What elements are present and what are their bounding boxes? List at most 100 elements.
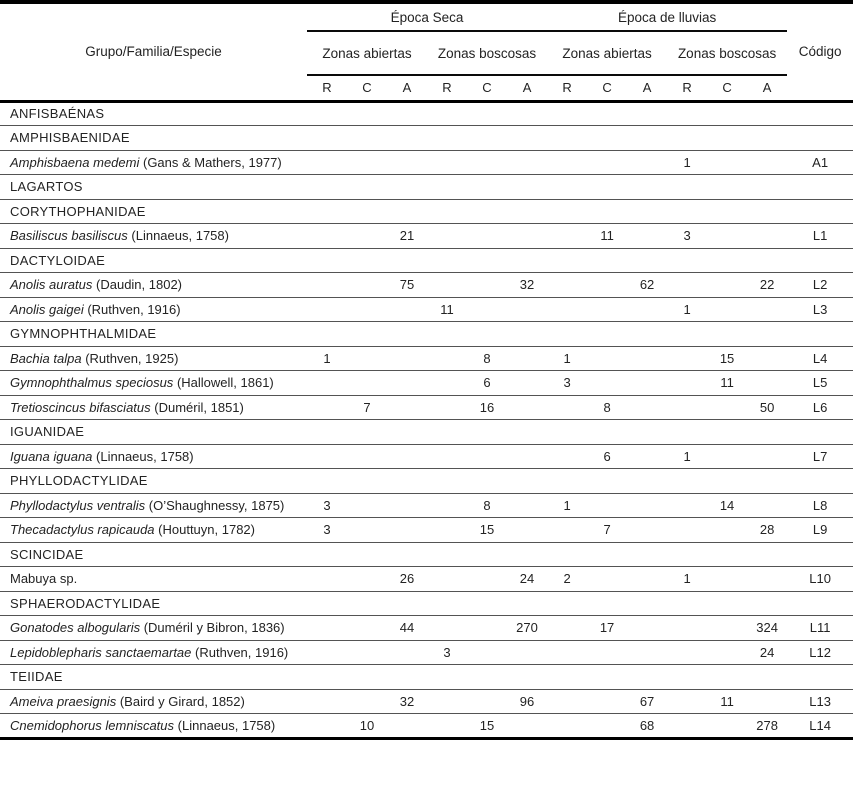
count-cell-seca-abiertas-r [307,223,347,249]
col-header-epoca-seca: Época Seca [307,2,548,32]
count-cell-lluvias-boscosas-a: 278 [756,717,778,733]
count-cell-lluvias-abiertas-c [587,297,628,322]
count-cell-seca-boscosas-r [427,272,467,298]
count-cell-seca-boscosas-c [467,566,507,592]
group-header-row: CORYTHOPHANIDAE [0,199,853,224]
species-code: A1 [787,150,853,175]
species-authority: (Linnaeus, 1758) [96,448,194,464]
count-cell-seca-abiertas-a [387,444,427,469]
count-cell-seca-boscosas-r [427,223,467,249]
col-header-r: R [427,75,467,103]
count-cell-seca-boscosas-c [467,444,507,469]
count-cell-seca-abiertas-c [347,517,387,543]
count-cell-seca-boscosas-c [467,615,507,641]
species-name: Cnemidophorus lemniscatus [10,717,175,733]
count-cell-lluvias-boscosas-r [667,517,708,543]
count-cell-seca-abiertas-c [347,640,387,665]
count-cell-seca-abiertas-a: 44 [387,615,427,641]
count-cell-lluvias-boscosas-a [747,297,788,322]
count-cell-lluvias-abiertas-r [547,517,588,543]
count-cell-seca-boscosas-a [507,714,547,739]
count-cell-lluvias-abiertas-a [627,566,668,592]
count-cell-lluvias-abiertas-c [587,370,628,396]
count-cell-seca-boscosas-c: 16 [467,395,507,420]
group-label: ANFISBAÉNAS [0,101,853,126]
count-cell-lluvias-boscosas-r [667,370,708,396]
count-cell-seca-boscosas-c [467,223,507,249]
col-header-a: A [747,75,788,103]
count-cell-lluvias-abiertas-c: 7 [587,517,628,543]
species-name: Gymnophthalmus speciosus [10,375,174,391]
species-authority: (Hallowell, 1861) [176,375,274,391]
count-cell-seca-abiertas-r [307,150,347,175]
species-code: L10 [787,566,853,592]
col-header-codigo: Código [787,2,853,103]
header-zone-row: Zonas abiertas Zonas boscosas Zonas abie… [0,31,853,76]
count-cell-lluvias-boscosas-r: 1 [667,297,708,322]
count-cell-lluvias-abiertas-c [587,493,628,518]
species-name: Mabuya sp. [10,571,78,587]
count-cell-lluvias-boscosas-c [707,272,748,298]
species-authority: (Daudin, 1802) [96,277,183,293]
count-cell-lluvias-abiertas-r: 3 [547,370,588,396]
species-name: Basiliscus basiliscus [10,228,128,244]
count-cell-lluvias-abiertas-r [547,444,588,469]
count-cell-seca-boscosas-c [467,150,507,175]
species-authority: (O’Shaughnessy, 1875) [148,497,285,513]
count-cell-lluvias-boscosas-a: 50 [747,395,788,420]
count-cell-lluvias-abiertas-c: 6 [587,444,628,469]
count-cell-seca-abiertas-r: 1 [307,346,347,371]
count-cell-lluvias-abiertas-c [587,272,628,298]
count-cell-lluvias-boscosas-a [747,689,788,714]
group-label: IGUANIDAE [0,419,853,445]
count-cell-seca-boscosas-a [507,640,548,665]
count-cell-lluvias-abiertas-a [627,150,668,175]
species-authority: (Linnaeus, 1758) [177,717,276,733]
group-header-row: LAGARTOS [0,174,853,200]
species-name-cell: Tretioscincus bifasciatus (Duméril, 1851… [0,395,307,420]
species-row: Gonatodes albogularis (Duméril y Bibron,… [0,615,853,641]
count-cell-seca-boscosas-a [507,150,548,175]
group-label: SCINCIDAE [0,542,853,567]
species-name-cell: Mabuya sp. [0,566,307,592]
count-cell-lluvias-abiertas-c [587,714,627,739]
count-cell-lluvias-boscosas-a [747,223,788,249]
col-header-zonas-abiertas-seca: Zonas abiertas [307,31,427,76]
count-cell-seca-abiertas-r [307,640,347,665]
col-header-c: C [707,75,748,103]
count-cell-seca-boscosas-a: 24 [507,566,548,592]
group-label: LAGARTOS [0,174,853,200]
count-cell-seca-abiertas-c [347,370,387,396]
count-cell-lluvias-boscosas-c [707,444,748,469]
count-cell-seca-abiertas-a [387,395,427,420]
col-header-zonas-abiertas-lluvias: Zonas abiertas [547,31,668,76]
species-code: L5 [787,370,853,396]
species-name: Ameiva praesignis [10,693,117,709]
group-label: DACTYLOIDAE [0,248,853,273]
count-cell-seca-abiertas-c: 7 [347,395,387,420]
count-cell-seca-abiertas-a [387,346,427,371]
species-name: Iguana iguana [10,448,93,464]
count-cell-lluvias-boscosas-r: 1 [667,150,708,175]
species-code: L7 [787,444,853,469]
col-header-c: C [347,75,387,103]
species-abundance-table: Grupo/Familia/Especie Época Seca Época d… [0,0,853,740]
count-cell-lluvias-abiertas-c: 11 [587,223,628,249]
count-cell-seca-boscosas-a: 270 [507,615,548,641]
count-cell-lluvias-abiertas-r: 2 [547,566,588,592]
count-cell-seca-abiertas-a: 32 [387,689,427,714]
count-cell-lluvias-boscosas-r [667,395,708,420]
species-code: L3 [787,297,853,322]
count-cell-lluvias-boscosas-r [667,493,708,518]
species-name: Lepidoblepharis sanctaemartae [10,644,192,660]
count-cell-seca-abiertas-a [387,714,427,739]
count-cell-lluvias-boscosas-c [707,566,748,592]
count-cell-lluvias-boscosas-c [707,150,748,175]
species-name-cell: Anolis gaigei (Ruthven, 1916) [0,297,307,322]
count-cell-lluvias-boscosas-a [747,444,788,469]
species-code: L14 [809,717,831,733]
col-header-zonas-boscosas-seca: Zonas boscosas [427,31,548,76]
count-cell-seca-abiertas-a: 21 [387,223,427,249]
group-header-row: PHYLLODACTYLIDAE [0,468,853,494]
count-cell-seca-boscosas-r [427,395,467,420]
